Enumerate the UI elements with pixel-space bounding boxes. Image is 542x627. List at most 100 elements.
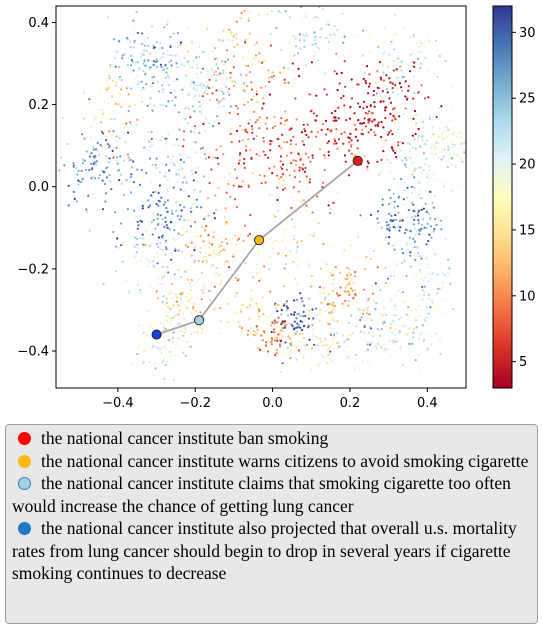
scatter-point — [445, 136, 448, 139]
scatter-point — [316, 337, 319, 340]
scatter-point — [216, 67, 220, 70]
scatter-point — [363, 100, 366, 103]
scatter-point — [67, 204, 70, 207]
scatter-point — [333, 116, 336, 119]
scatter-point — [190, 40, 194, 44]
scatter-point — [168, 292, 171, 295]
scatter-point — [322, 344, 325, 347]
scatter-point — [183, 56, 186, 60]
scatter-point — [400, 315, 403, 318]
scatter-point — [305, 64, 308, 67]
scatter-point — [426, 173, 429, 176]
scatter-point — [189, 279, 192, 282]
scatter-point — [379, 100, 382, 103]
scatter-point — [254, 54, 258, 57]
scatter-point — [433, 228, 436, 231]
scatter-point — [178, 174, 181, 177]
scatter-point — [265, 316, 268, 319]
colorbar — [492, 5, 513, 389]
scatter-point — [368, 82, 371, 85]
scatter-point — [170, 354, 173, 357]
legend-text-2: the national cancer institute warns citi… — [41, 450, 529, 471]
scatter-point — [338, 271, 342, 274]
scatter-point — [417, 222, 420, 225]
scatter-point — [327, 348, 330, 351]
scatter-point — [143, 241, 146, 244]
scatter-point — [347, 290, 350, 293]
scatter-point — [451, 157, 454, 160]
scatter-point — [219, 283, 222, 286]
scatter-point — [390, 40, 393, 43]
scatter-point — [181, 88, 184, 91]
scatter-point — [164, 201, 167, 204]
scatter-point — [236, 43, 239, 46]
scatter-point — [319, 309, 322, 312]
scatter-point — [405, 98, 409, 101]
scatter-point — [240, 327, 244, 330]
scatter-point — [367, 121, 370, 124]
scatter-point — [165, 301, 169, 305]
scatter-point — [387, 64, 390, 67]
scatter-point — [312, 112, 315, 115]
scatter-point — [420, 51, 423, 54]
scatter-point — [162, 203, 165, 206]
scatter-point — [261, 296, 264, 299]
scatter-point — [382, 321, 385, 324]
scatter-point — [119, 173, 122, 176]
scatter-point — [100, 130, 104, 133]
scatter-point — [400, 86, 403, 89]
scatter-point — [158, 355, 161, 358]
scatter-point — [213, 120, 216, 123]
scatter-point — [451, 85, 454, 88]
scatter-point — [135, 260, 138, 263]
scatter-point — [316, 131, 319, 134]
scatter-point — [181, 291, 184, 294]
scatter-point — [154, 362, 157, 365]
scatter-point — [189, 130, 192, 133]
scatter-point — [180, 63, 183, 66]
scatter-point — [418, 181, 421, 184]
scatter-point — [361, 54, 364, 57]
scatter-point — [298, 39, 301, 42]
scatter-point — [283, 228, 286, 232]
scatter-point — [199, 235, 202, 238]
scatter-point — [240, 11, 243, 15]
scatter-point — [445, 131, 448, 134]
scatter-point — [324, 296, 327, 299]
scatter-point — [177, 344, 180, 347]
scatter-point — [339, 294, 342, 297]
scatter-point — [383, 321, 386, 324]
scatter-point — [193, 221, 196, 224]
scatter-point — [451, 133, 454, 136]
scatter-point — [176, 214, 179, 218]
scatter-point — [441, 272, 444, 275]
scatter-point — [244, 128, 247, 131]
scatter-point — [294, 159, 298, 162]
scatter-point — [268, 238, 271, 241]
scatter-point — [334, 35, 337, 38]
scatter-point — [405, 159, 408, 162]
scatter-point — [157, 191, 160, 194]
scatter-point — [309, 110, 312, 113]
scatter-point — [136, 283, 139, 286]
scatter-point — [344, 350, 347, 353]
scatter-point — [126, 63, 129, 67]
scatter-point — [337, 117, 340, 120]
scatter-point — [173, 296, 176, 299]
scatter-point — [136, 220, 139, 224]
scatter-point — [112, 79, 115, 82]
scatter-point — [211, 86, 214, 89]
scatter-point — [434, 152, 437, 155]
scatter-point — [335, 331, 339, 335]
scatter-point — [282, 304, 285, 307]
scatter-point — [204, 88, 207, 91]
scatter-point — [384, 106, 387, 109]
scatter-point — [271, 172, 274, 175]
scatter-point — [379, 76, 382, 79]
scatter-point — [271, 126, 274, 129]
scatter-point — [234, 45, 237, 48]
x-tick-label: 0.0 — [262, 396, 283, 411]
scatter-point — [450, 189, 453, 192]
scatter-point — [152, 345, 155, 348]
scatter-point — [441, 298, 444, 302]
